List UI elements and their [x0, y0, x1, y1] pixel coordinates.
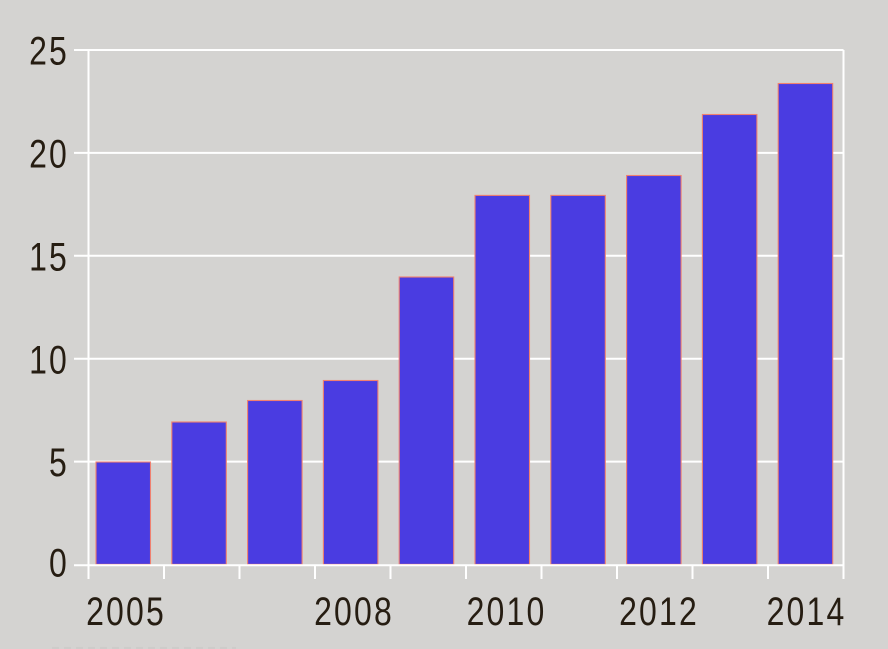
svg-text:5: 5 [49, 440, 69, 485]
svg-text:2008: 2008 [314, 588, 394, 633]
svg-text:10: 10 [29, 337, 69, 382]
svg-text:0: 0 [49, 540, 69, 585]
svg-text:15: 15 [29, 234, 69, 279]
svg-text:25: 25 [29, 28, 69, 73]
svg-text:2014: 2014 [767, 588, 847, 633]
svg-text:2010: 2010 [467, 588, 547, 633]
svg-text:20: 20 [29, 131, 69, 176]
svg-text:2012: 2012 [619, 588, 699, 633]
svg-text:2005: 2005 [86, 588, 166, 633]
